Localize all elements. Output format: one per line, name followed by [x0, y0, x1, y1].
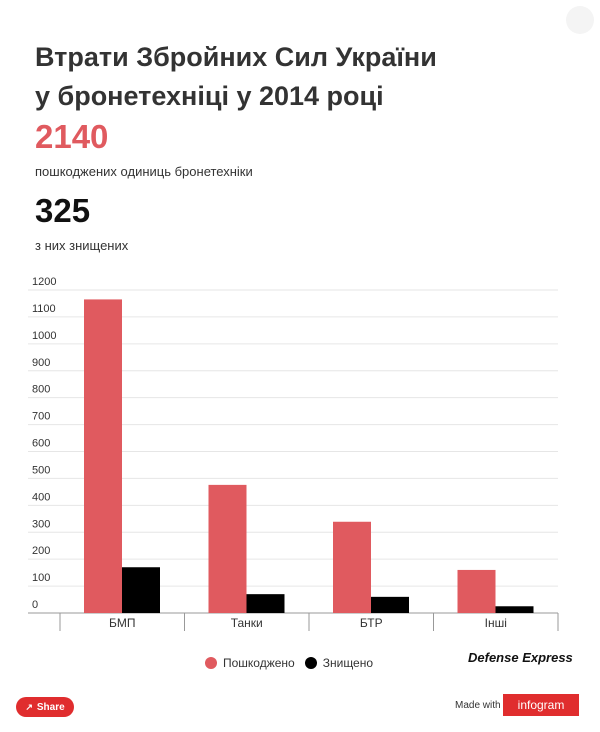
damaged-total-label: пошкоджених одиниць бронетехніки — [35, 164, 253, 179]
share-button[interactable]: ↗ Share — [16, 697, 74, 717]
damaged-total-value: 2140 — [35, 118, 109, 155]
y-tick-label: 400 — [32, 491, 50, 503]
infogram-label: infogram — [517, 698, 565, 712]
infogram-link[interactable]: infogram — [503, 694, 579, 716]
destroyed-total-value: 325 — [35, 192, 91, 229]
bar-destroyed — [122, 567, 160, 613]
x-tick-label: Танки — [231, 616, 263, 630]
y-tick-label: 300 — [32, 518, 50, 530]
made-with-text: Made with — [455, 700, 501, 711]
bar-destroyed — [495, 606, 534, 613]
y-tick-label: 700 — [32, 411, 50, 423]
y-tick-label: 0 — [32, 599, 38, 611]
y-tick-label: 200 — [32, 545, 50, 557]
bar-destroyed — [246, 594, 285, 613]
legend-dot-damaged — [205, 657, 217, 669]
legend-label-damaged: Пошкоджено — [223, 656, 295, 670]
legend-dot-destroyed — [304, 657, 317, 669]
y-tick-label: 600 — [32, 438, 50, 450]
y-tick-label: 1000 — [32, 330, 56, 342]
destroyed-total-label: з них знищених — [35, 238, 129, 253]
chart-title: Втрати Збройних Сил України у бронетехні… — [35, 42, 437, 111]
y-tick-label: 1200 — [32, 276, 56, 288]
legend-item-damaged[interactable]: Пошкоджено — [205, 656, 295, 670]
x-tick-label: Інші — [485, 616, 507, 630]
x-tick-label: БМП — [109, 616, 136, 630]
corner-icon — [566, 6, 594, 34]
bar-damaged — [84, 299, 122, 613]
bar-damaged — [457, 569, 496, 613]
y-tick-label: 1100 — [32, 303, 56, 315]
legend: Пошкоджено Знищено — [205, 655, 383, 671]
bar-damaged — [208, 484, 247, 613]
bar-destroyed — [371, 596, 409, 613]
legend-item-destroyed[interactable]: Знищено — [304, 656, 374, 670]
y-tick-label: 500 — [32, 464, 50, 476]
y-tick-label: 900 — [32, 357, 50, 369]
share-label: Share — [36, 701, 65, 713]
y-tick-label: 100 — [32, 572, 50, 584]
x-tick-label: БТР — [360, 616, 383, 630]
share-icon: ↗ — [25, 701, 33, 712]
bar-chart: 0 100 200 300 400 500 600 700 800 900 1000 1100 1200… — [28, 276, 559, 631]
bar-damaged — [333, 521, 371, 613]
legend-label-destroyed: Знищено — [322, 656, 374, 670]
y-tick-label: 800 — [32, 384, 50, 396]
brand-logo: Defense Express — [468, 650, 573, 665]
